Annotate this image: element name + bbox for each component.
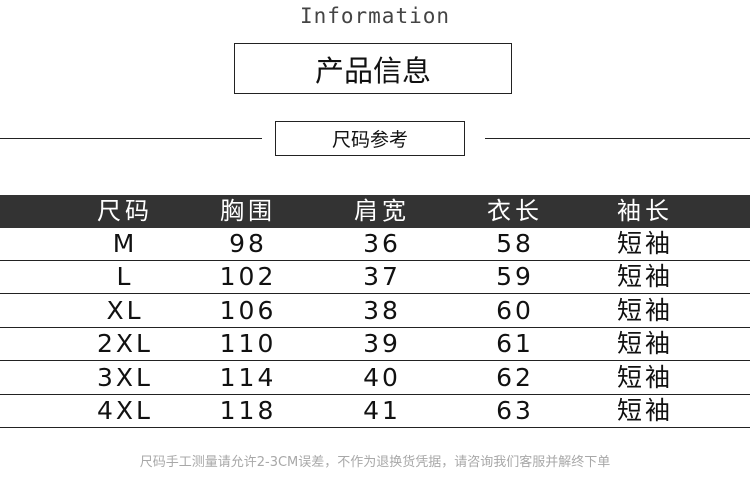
cell-size: XL <box>106 295 144 325</box>
cell-length: 63 <box>496 396 534 425</box>
table-row: L 102 37 59 短袖 <box>0 261 750 295</box>
size-reference-heading: 尺码参考 <box>275 121 465 156</box>
cell-chest: 110 <box>219 329 277 359</box>
cell-size: 3XL <box>97 362 153 392</box>
cell-size: 2XL <box>97 329 153 359</box>
cell-length: 60 <box>496 295 534 325</box>
cell-shoulder: 39 <box>363 329 401 359</box>
product-info-title: 产品信息 <box>234 43 512 94</box>
cell-length: 62 <box>496 362 534 392</box>
information-subtitle: Information <box>299 4 451 28</box>
table-row: M 98 36 58 短袖 <box>0 228 750 261</box>
cell-sleeve: 短袖 <box>616 262 673 292</box>
cell-shoulder: 38 <box>363 295 401 325</box>
header-length: 衣长 <box>487 197 543 225</box>
cell-sleeve: 短袖 <box>616 396 673 425</box>
cell-sleeve: 短袖 <box>616 329 673 359</box>
cell-length: 59 <box>496 262 534 292</box>
divider-right <box>485 138 750 139</box>
cell-size: L <box>116 262 134 292</box>
cell-chest: 102 <box>219 262 277 292</box>
cell-length: 58 <box>496 229 534 258</box>
cell-shoulder: 37 <box>363 262 401 292</box>
cell-size: M <box>112 229 138 258</box>
table-row: XL 106 38 60 短袖 <box>0 295 750 328</box>
cell-length: 61 <box>496 329 534 359</box>
cell-shoulder: 36 <box>363 229 401 258</box>
cell-sleeve: 短袖 <box>616 362 673 392</box>
header-chest: 胸围 <box>220 197 276 225</box>
cell-sleeve: 短袖 <box>616 229 673 258</box>
cell-chest: 114 <box>219 362 277 392</box>
table-row: 2XL 110 39 61 短袖 <box>0 328 750 362</box>
cell-shoulder: 41 <box>363 396 401 425</box>
cell-size: 4XL <box>97 396 153 425</box>
cell-shoulder: 40 <box>363 362 401 392</box>
header-shoulder: 肩宽 <box>354 197 410 225</box>
header-size: 尺码 <box>97 197 153 225</box>
table-row: 4XL 118 41 63 短袖 <box>0 395 750 428</box>
measurement-note: 尺码手工测量请允许2-3CM误差，不作为退换货凭据，请咨询我们客服并解终下单 <box>139 455 611 470</box>
cell-chest: 118 <box>219 396 277 425</box>
divider-left <box>0 138 262 139</box>
size-table-header: 尺码 胸围 肩宽 衣长 袖长 <box>0 195 750 228</box>
table-row: 3XL 114 40 62 短袖 <box>0 362 750 395</box>
cell-chest: 98 <box>229 229 267 258</box>
cell-chest: 106 <box>219 295 277 325</box>
header-sleeve: 袖长 <box>617 197 673 225</box>
cell-sleeve: 短袖 <box>616 295 673 325</box>
